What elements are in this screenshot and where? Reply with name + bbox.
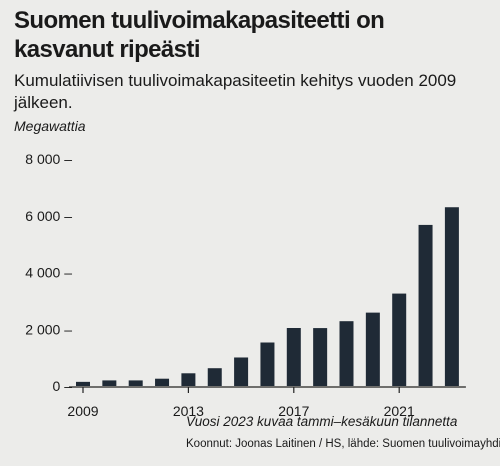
bar-2010 xyxy=(102,380,117,386)
chart-subtitle: Kumulatiivisen tuulivoimakapasiteetin ke… xyxy=(14,71,457,112)
bar-2017 xyxy=(286,328,301,386)
x-tick-label: 2009 xyxy=(67,403,98,419)
bar-2013 xyxy=(181,373,196,386)
bar-2009 xyxy=(76,381,90,386)
y-axis-label: Megawattia xyxy=(14,118,86,134)
chart-source: Koonnut: Joonas Laitinen / HS, lähde: Su… xyxy=(186,438,500,450)
bar-2016 xyxy=(260,342,275,386)
bar-2020 xyxy=(365,312,380,386)
x-tick-label: 2013 xyxy=(173,403,204,419)
bar-2015 xyxy=(234,357,249,386)
bar-2019 xyxy=(339,321,354,386)
y-tick-label: 8 000 – xyxy=(25,151,72,167)
y-tick-label: 6 000 – xyxy=(25,208,72,224)
y-tick-label: 4 000 – xyxy=(25,265,72,281)
bar-2018 xyxy=(313,328,328,386)
x-tick-label: 2017 xyxy=(278,403,309,419)
chart-title: Suomen tuulivoimakapasiteetti on kasvanu… xyxy=(14,7,385,63)
x-tick-label: 2021 xyxy=(384,403,415,419)
bar-2021 xyxy=(392,293,407,386)
y-tick-label: 0 – xyxy=(53,378,73,394)
bar-2011 xyxy=(128,380,143,386)
y-tick-label: 2 000 – xyxy=(25,321,72,337)
bar-2022 xyxy=(418,224,433,386)
bar-2012 xyxy=(155,378,170,386)
bar-2023 xyxy=(444,207,459,386)
chart-note: Vuosi 2023 kuvaa tammi–kesäkuun tilannet… xyxy=(186,414,458,429)
bar-2014 xyxy=(207,368,222,386)
